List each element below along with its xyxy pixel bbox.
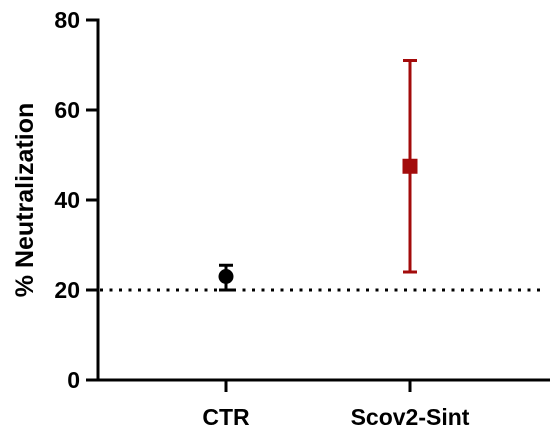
mean-marker-square (402, 158, 418, 174)
y-tick-label: 60 (54, 97, 80, 123)
y-tick-label: 80 (54, 7, 80, 33)
mean-marker-circle (218, 269, 234, 284)
y-tick-label: 0 (67, 367, 80, 393)
y-tick-label: 20 (54, 277, 80, 303)
x-axis: CTR Scov2-Sint (96, 378, 550, 430)
data-point-ctr (218, 263, 234, 292)
data-points (218, 59, 418, 292)
y-tick-label: 40 (54, 187, 80, 213)
y-axis: 0 20 40 60 80 (54, 7, 100, 393)
x-tick-label: Scov2-Sint (351, 404, 470, 430)
data-point-scov2-sint (402, 59, 418, 274)
y-axis-title: % Neutralization (11, 103, 39, 297)
x-tick-label: CTR (202, 404, 250, 430)
